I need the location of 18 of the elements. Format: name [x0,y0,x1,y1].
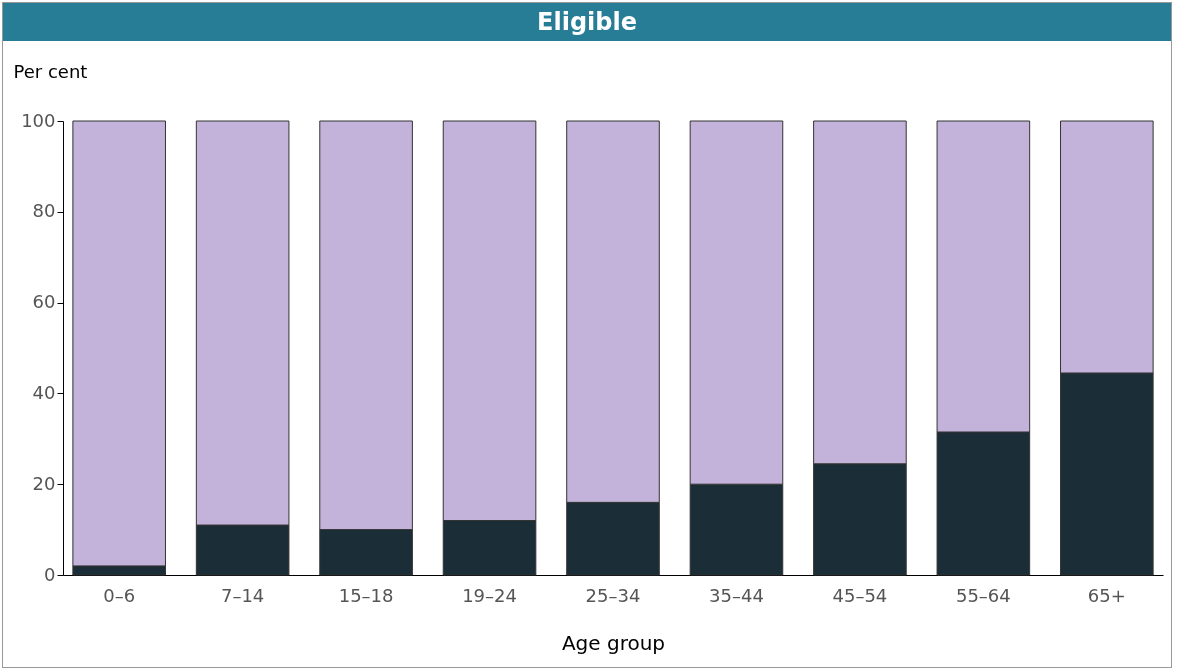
y-tick-label: 80 [32,200,56,222]
y-tick-label: 0 [44,563,56,585]
x-tick-label: 35–44 [709,584,764,606]
x-tick-label: 65+ [1087,584,1126,606]
x-tick-label: 19–24 [462,584,517,606]
chart-title: Eligible [3,3,1171,41]
x-tick-label: 45–54 [832,584,888,606]
y-tick-label: 40 [32,381,56,403]
y-tick-label: 100 [21,109,56,131]
x-tick-label: 55–64 [955,584,1011,606]
y-axis-title: Per cent [13,60,88,82]
x-axis-title: Age group [561,630,666,655]
y-tick-label: 20 [32,472,56,494]
x-tick-label: 7–14 [220,584,265,606]
y-tick-label: 60 [32,291,56,313]
x-tick-label: 25–34 [585,584,641,606]
x-tick-label: 0–6 [103,584,136,606]
x-tick-label: 15–18 [338,584,394,606]
